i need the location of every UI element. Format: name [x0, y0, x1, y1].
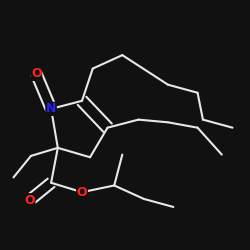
Text: N: N	[46, 102, 56, 116]
Text: O: O	[24, 194, 35, 207]
Text: O: O	[31, 68, 42, 80]
Text: O: O	[77, 186, 87, 199]
